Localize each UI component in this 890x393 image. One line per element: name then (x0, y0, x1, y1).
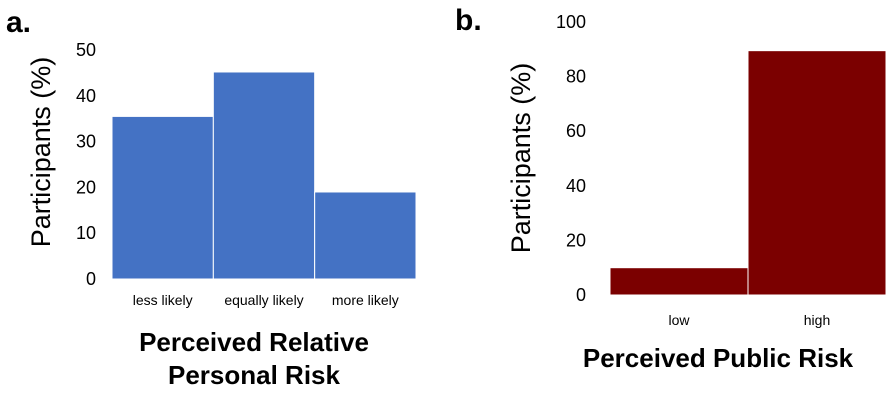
panel-a: a. Participants (%) 0 10 20 30 40 50 less lik… (6, 6, 417, 390)
panel-a-y-tick-label: 10 (76, 223, 96, 243)
panel-a-y-tick-label: 30 (76, 132, 96, 152)
panel-b-y-tick-label: 60 (566, 121, 586, 141)
panel-b-category-label: high (804, 312, 830, 328)
panel-b-y-tick-label: 40 (566, 176, 586, 196)
panel-a-y-axis-label: Participants (%) (26, 57, 56, 248)
panel-a-bar-equally-likely (212, 71, 316, 280)
panel-a-label: a. (6, 6, 31, 39)
panel-b-label: b. (455, 4, 482, 37)
panel-b-bar-high (747, 50, 887, 296)
panel-a-y-tick-label: 40 (76, 86, 96, 106)
panel-b-y-tick-label: 100 (556, 12, 586, 32)
panel-a-category-label: equally likely (224, 292, 303, 308)
panel-a-y-tick-label: 0 (86, 269, 96, 289)
panel-a-y-tick-label: 50 (76, 40, 96, 60)
panel-b-y-tick-label: 20 (566, 230, 586, 250)
panel-b: b. Participants (%) 0 20 40 60 80 100 low high… (455, 4, 887, 373)
panel-a-category-label: more likely (332, 292, 399, 308)
panel-a-y-tick-label: 20 (76, 177, 96, 197)
panel-b-x-axis-label: Perceived Public Risk (583, 343, 854, 373)
panel-a-bar-less-likely (111, 115, 214, 280)
panel-a-bar-more-likely (314, 191, 417, 280)
panel-a-x-axis-label-line-2: Personal Risk (168, 360, 341, 390)
panel-b-y-tick-label: 0 (576, 285, 586, 305)
panel-b-y-tick-label: 80 (566, 67, 586, 87)
panel-b-y-axis-label: Participants (%) (506, 63, 536, 254)
panel-b-bar-low (609, 267, 749, 296)
panel-a-x-axis-label-line-1: Perceived Relative (139, 327, 369, 357)
panel-a-category-label: less likely (133, 292, 193, 308)
panel-b-category-label: low (668, 312, 690, 328)
